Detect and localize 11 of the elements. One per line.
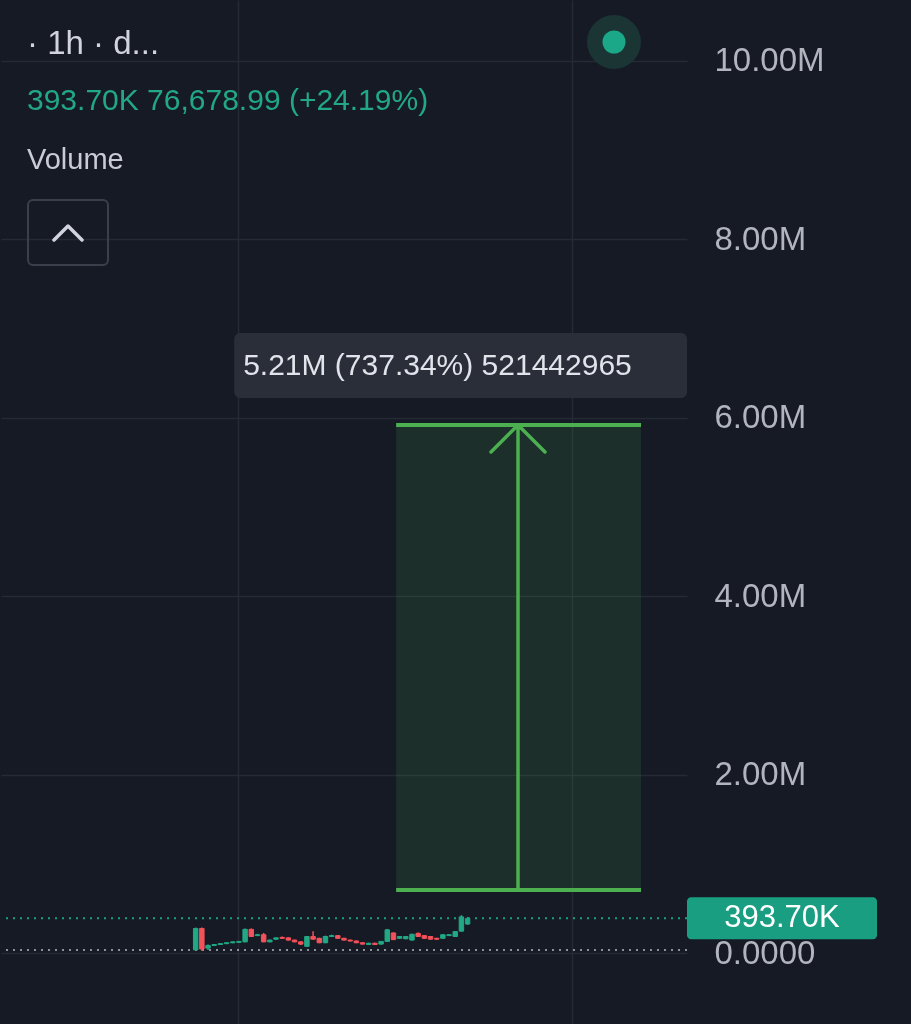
ref-line-label: 393.70K: [724, 899, 841, 935]
y-tick-label: 6.00M: [714, 398, 807, 436]
y-tick-label: 2.00M: [714, 755, 807, 793]
y-tick-label: 8.00M: [714, 219, 807, 257]
annotation: Volume: [27, 143, 124, 175]
text: · 1h · d...: [27, 24, 160, 61]
y-tick-label: 0.0000: [714, 933, 816, 971]
y-tick-label: 10.00M: [714, 41, 825, 79]
y-tick-label: 4.00M: [714, 576, 807, 614]
band-label: 5.21M (737.34%) 521442965: [243, 347, 632, 381]
text: 393.70K 76,678.99 (+24.19%): [27, 83, 429, 116]
